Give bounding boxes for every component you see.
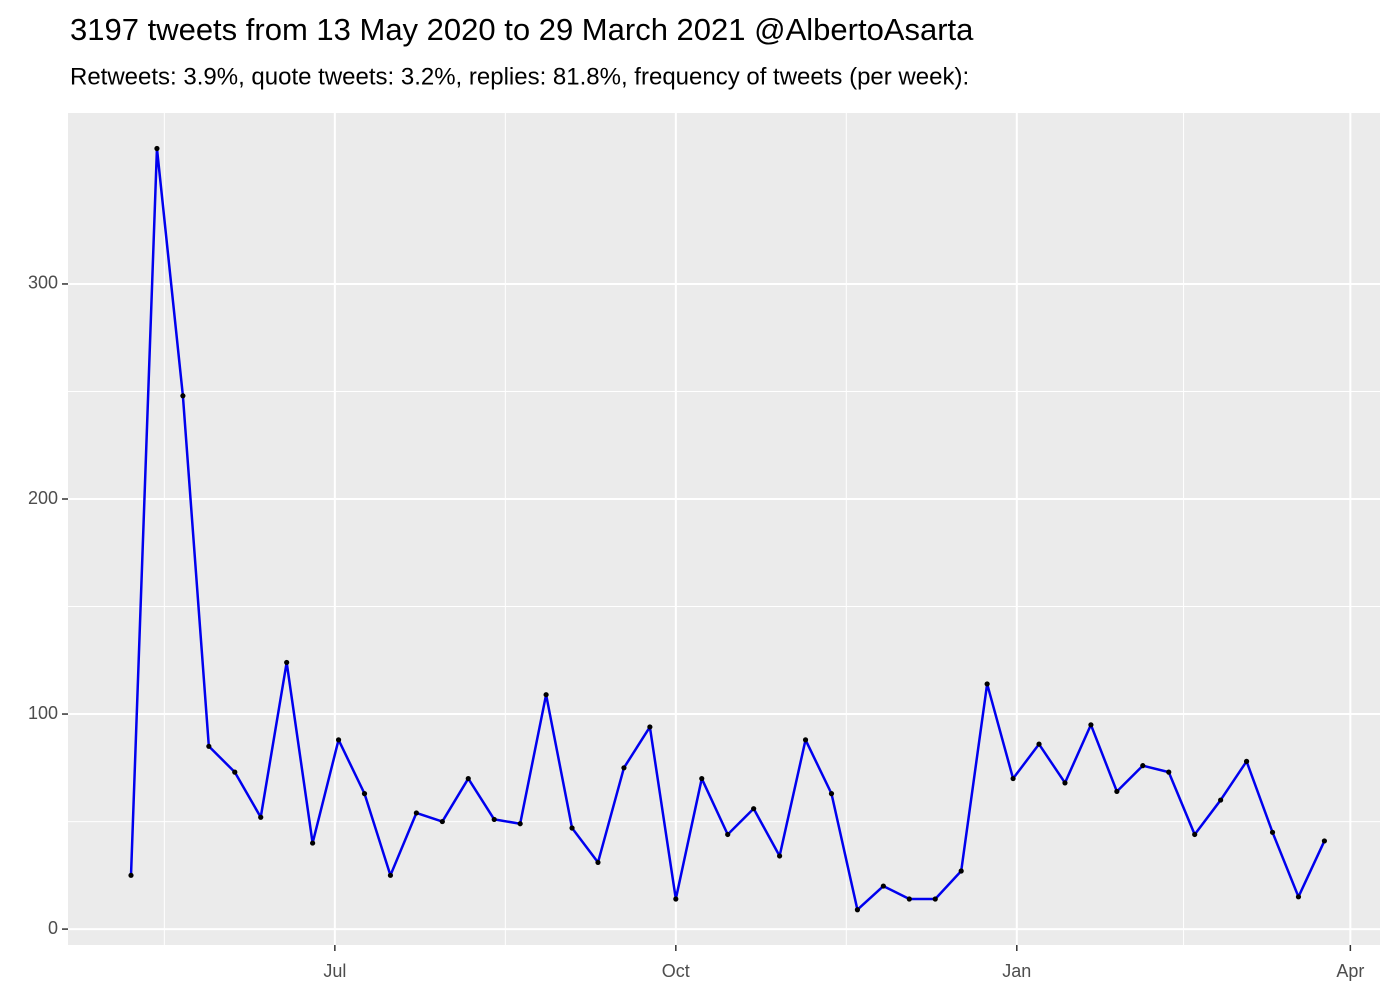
data-point (361, 791, 368, 797)
data-point (128, 872, 134, 878)
data-point (673, 896, 679, 902)
data-point (880, 883, 886, 889)
data-point (828, 791, 835, 797)
data-point (206, 743, 212, 749)
data-point (595, 859, 601, 866)
x-tick-label: Jan (1002, 961, 1031, 981)
data-point (1243, 758, 1250, 764)
data-point (1140, 763, 1146, 769)
data-point (906, 896, 912, 902)
data-point (543, 692, 549, 698)
data-point (517, 821, 523, 827)
data-point (154, 145, 160, 152)
data-point (854, 907, 861, 913)
data-point (984, 681, 990, 687)
data-point (1295, 894, 1302, 900)
data-point (387, 872, 394, 878)
x-tick-label: Apr (1336, 961, 1364, 981)
data-point (1192, 831, 1198, 838)
y-tick-label: 100 (28, 703, 58, 723)
data-point (465, 775, 471, 782)
data-point (1321, 838, 1328, 844)
data-point (258, 814, 264, 820)
data-point (1062, 780, 1068, 786)
x-tick-label: Jul (323, 961, 346, 981)
y-tick-label: 200 (28, 488, 58, 508)
data-point (958, 868, 964, 874)
data-point (413, 810, 419, 816)
chart-title: 3197 tweets from 13 May 2020 to 29 March… (70, 12, 974, 47)
data-point (1269, 829, 1276, 835)
data-point (569, 825, 575, 831)
y-tick-label: 300 (28, 273, 58, 293)
data-point (1010, 775, 1016, 782)
data-point (1114, 788, 1120, 795)
chart-subtitle: Retweets: 3.9%, quote tweets: 3.2%, repl… (70, 63, 969, 90)
x-tick-label: Oct (662, 961, 690, 981)
data-point (751, 806, 757, 812)
y-tick-label: 0 (48, 918, 58, 938)
data-point (802, 737, 809, 743)
data-point (699, 775, 705, 782)
data-point (1088, 722, 1094, 728)
data-point (491, 816, 497, 823)
data-point (180, 393, 186, 399)
data-point (621, 765, 627, 771)
data-point (310, 840, 316, 846)
data-point (932, 896, 938, 902)
plot-panel (68, 113, 1380, 945)
data-point (335, 737, 342, 743)
data-point (776, 853, 783, 859)
data-point (647, 724, 653, 730)
data-point (284, 659, 290, 666)
data-point (232, 769, 238, 775)
data-point (439, 818, 445, 825)
data-point (1218, 797, 1224, 803)
data-point (1036, 741, 1042, 747)
data-point (1166, 769, 1172, 775)
data-point (725, 831, 731, 838)
